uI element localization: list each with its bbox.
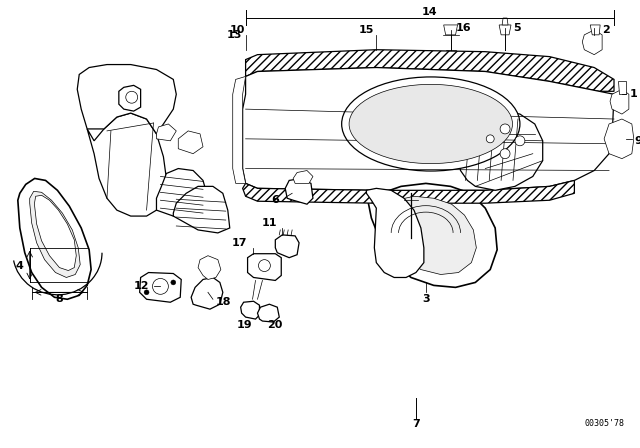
Polygon shape — [378, 196, 476, 275]
Polygon shape — [140, 272, 181, 302]
Polygon shape — [590, 25, 600, 35]
Polygon shape — [198, 256, 221, 280]
Text: 8: 8 — [56, 294, 63, 304]
Polygon shape — [367, 183, 497, 287]
Circle shape — [144, 290, 149, 295]
Polygon shape — [18, 178, 91, 299]
Circle shape — [515, 136, 525, 146]
Text: 11: 11 — [262, 218, 277, 228]
Circle shape — [126, 91, 138, 103]
Text: 16: 16 — [456, 23, 471, 33]
Text: 10: 10 — [230, 25, 245, 35]
Polygon shape — [248, 254, 281, 280]
Text: 7: 7 — [412, 419, 420, 429]
Polygon shape — [35, 195, 76, 271]
Text: 3: 3 — [422, 294, 429, 304]
Polygon shape — [29, 191, 80, 277]
Polygon shape — [458, 111, 543, 190]
Polygon shape — [191, 277, 223, 309]
Polygon shape — [502, 18, 508, 25]
Text: 17: 17 — [232, 238, 248, 248]
Ellipse shape — [342, 77, 520, 171]
Polygon shape — [275, 235, 299, 258]
Text: 1: 1 — [630, 89, 637, 99]
Polygon shape — [119, 86, 141, 111]
Text: 13: 13 — [227, 30, 243, 40]
Text: 00305'78: 00305'78 — [584, 419, 624, 428]
Text: 20: 20 — [268, 320, 283, 330]
Circle shape — [500, 149, 510, 159]
Polygon shape — [257, 304, 279, 322]
Polygon shape — [87, 113, 166, 216]
Polygon shape — [173, 186, 230, 233]
Polygon shape — [582, 30, 602, 55]
Polygon shape — [156, 168, 208, 220]
Circle shape — [500, 124, 510, 134]
Polygon shape — [610, 89, 629, 114]
Polygon shape — [285, 178, 313, 204]
Polygon shape — [618, 82, 626, 94]
Text: 14: 14 — [422, 7, 438, 17]
Circle shape — [259, 260, 270, 271]
Polygon shape — [233, 77, 246, 183]
Polygon shape — [243, 68, 614, 190]
Circle shape — [171, 280, 176, 285]
Circle shape — [152, 279, 168, 294]
Polygon shape — [293, 171, 313, 183]
Text: 2: 2 — [602, 25, 610, 35]
Polygon shape — [77, 65, 176, 134]
Polygon shape — [604, 119, 634, 159]
Text: 4: 4 — [16, 261, 24, 271]
Text: 18: 18 — [216, 297, 232, 307]
Circle shape — [486, 135, 494, 143]
Text: 6: 6 — [271, 195, 279, 205]
Text: 15: 15 — [359, 25, 374, 35]
Text: 19: 19 — [237, 320, 252, 330]
Text: 9: 9 — [635, 136, 640, 146]
Ellipse shape — [349, 84, 513, 164]
Text: 5: 5 — [513, 23, 521, 33]
Polygon shape — [444, 25, 458, 35]
Text: 12: 12 — [134, 281, 149, 291]
Polygon shape — [499, 25, 511, 35]
Polygon shape — [179, 131, 203, 154]
Polygon shape — [156, 124, 176, 141]
Polygon shape — [246, 50, 614, 91]
Polygon shape — [367, 188, 424, 277]
Polygon shape — [243, 181, 574, 203]
Polygon shape — [241, 301, 259, 319]
